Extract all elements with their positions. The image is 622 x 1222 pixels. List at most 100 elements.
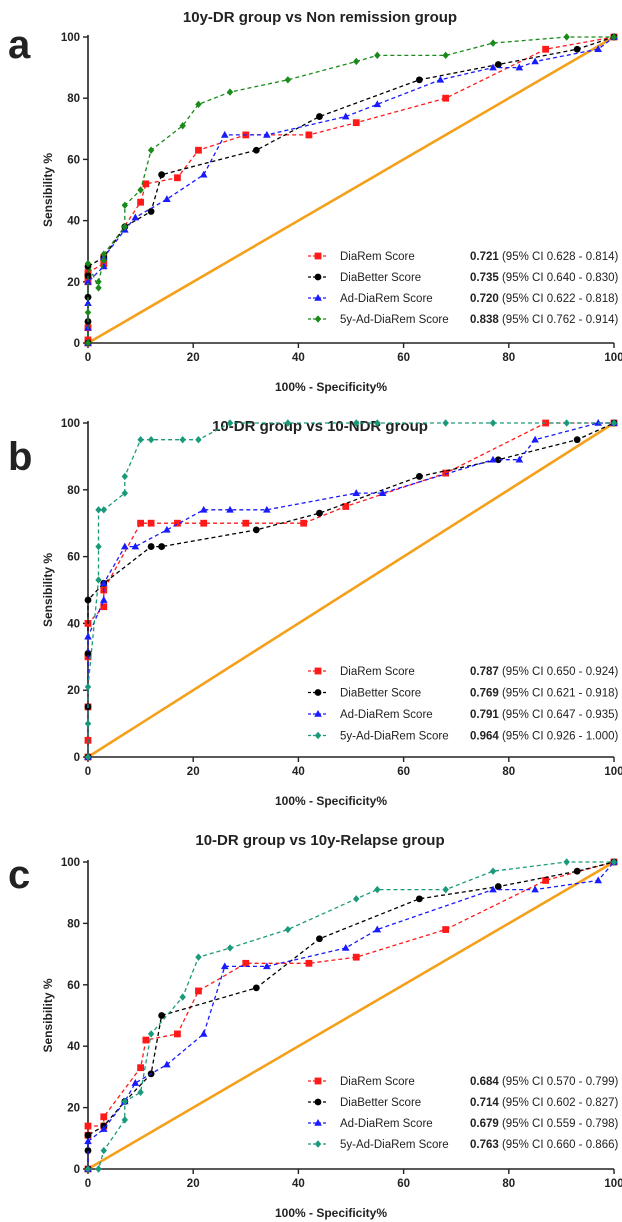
legend-series-name: DiaRem Score [340, 251, 415, 263]
chart-title: 10-DR group vs 10-NDR group [212, 418, 428, 435]
x-tick-label: 100 [604, 352, 622, 364]
data-point [84, 272, 92, 280]
data-point [573, 436, 581, 444]
data-point [100, 506, 107, 514]
y-tick-label: 60 [67, 980, 80, 992]
data-point [121, 542, 129, 550]
data-point [195, 953, 202, 961]
x-tick-label: 80 [502, 352, 515, 364]
series-diamond [84, 419, 618, 761]
data-point [494, 883, 502, 890]
legend-entry: DiaBetter Score 0.735 (95% CI 0.640 - 0.8… [308, 272, 618, 284]
data-point [489, 63, 497, 71]
y-tick-label: 100 [61, 418, 80, 430]
data-point [142, 1036, 150, 1044]
x-tick-label: 60 [397, 352, 410, 364]
data-point [542, 45, 550, 53]
data-point [542, 877, 550, 884]
data-point [489, 419, 497, 427]
y-axis-label: Sensibility % [41, 553, 55, 627]
data-point [163, 1060, 171, 1068]
data-point [147, 1030, 155, 1038]
y-tick-label: 0 [74, 752, 80, 764]
y-tick-label: 80 [67, 93, 80, 105]
data-point [179, 436, 186, 444]
data-point [195, 987, 202, 995]
data-point [84, 1122, 92, 1130]
legend-entry: 5y-Ad-DiaRem Score 0.964 (95% CI 0.926 - … [308, 731, 618, 743]
data-point [100, 1113, 108, 1121]
y-axis-label: Sensibility % [41, 978, 55, 1052]
data-point [95, 542, 102, 551]
data-point [137, 186, 144, 194]
y-tick-label: 100 [61, 32, 80, 44]
data-point [163, 195, 171, 202]
data-point [84, 683, 92, 691]
data-point [84, 308, 92, 317]
data-point [147, 543, 155, 550]
x-tick-label: 80 [502, 1178, 515, 1190]
data-point [179, 993, 186, 1001]
series-line [87, 36, 615, 343]
legend-marker [314, 315, 322, 323]
x-tick-label: 0 [85, 1178, 91, 1190]
legend-series-name: 5y-Ad-DiaRem Score [340, 731, 449, 743]
data-point [226, 88, 234, 96]
legend-entry: DiaRem Score 0.721 (95% CI 0.628 - 0.814) [308, 251, 618, 263]
x-tick-label: 80 [502, 766, 515, 778]
data-point [563, 419, 570, 427]
y-tick-label: 0 [74, 1164, 80, 1176]
data-point [242, 519, 250, 527]
data-point [199, 170, 208, 178]
data-point [147, 208, 155, 215]
data-point [163, 525, 171, 533]
data-point [137, 1064, 144, 1072]
data-point [531, 885, 539, 893]
x-tick-label: 60 [397, 766, 410, 778]
data-point [316, 935, 323, 943]
y-tick-label: 60 [67, 154, 80, 166]
data-point [95, 284, 102, 292]
legend-auc-value: 0.721 (95% CI 0.628 - 0.814) [470, 251, 618, 263]
data-point [84, 1137, 92, 1145]
data-point [174, 1030, 181, 1038]
y-tick-label: 80 [67, 918, 80, 930]
roc-panel-c: c 10-DR group vs 10y-Relapse group 0 20 40 60… [8, 832, 622, 1220]
y-tick-label: 60 [67, 552, 80, 564]
legend-series-name: DiaBetter Score [340, 272, 421, 284]
data-point [158, 1012, 166, 1019]
legend-auc-value: 0.787 (95% CI 0.650 - 0.924) [470, 666, 618, 678]
data-point [131, 213, 140, 221]
y-tick-label: 0 [74, 338, 80, 350]
y-tick-label: 40 [67, 216, 80, 228]
series-diamond [84, 33, 618, 347]
data-point [84, 1131, 92, 1139]
legend-marker [314, 1119, 322, 1126]
data-point [515, 455, 524, 463]
data-point [121, 472, 129, 481]
data-point [378, 489, 387, 496]
y-tick-label: 20 [67, 1103, 80, 1115]
data-point [100, 250, 107, 258]
data-point [242, 959, 250, 967]
legend-auc-value: 0.679 (95% CI 0.559 - 0.798) [470, 1118, 618, 1130]
legend-marker [314, 294, 322, 301]
data-point [84, 1147, 92, 1154]
x-tick-label: 40 [292, 352, 305, 364]
data-point [594, 876, 603, 884]
data-point [100, 256, 107, 265]
legend-auc-value: 0.735 (95% CI 0.640 - 0.830) [470, 272, 618, 284]
legend-series-name: DiaBetter Score [340, 1097, 421, 1109]
legend-auc-value: 0.838 (95% CI 0.762 - 0.914) [470, 314, 618, 326]
legend-auc-value: 0.714 (95% CI 0.602 - 0.827) [470, 1097, 618, 1109]
data-point [442, 419, 449, 427]
data-point [284, 76, 292, 84]
data-point [200, 519, 208, 527]
data-point [95, 506, 102, 514]
data-point [284, 925, 292, 934]
chart-title: 10y-DR group vs Non remission group [183, 9, 457, 26]
y-tick-label: 20 [67, 277, 80, 289]
x-tick-label: 100 [604, 766, 622, 778]
series-diamond [84, 858, 618, 1173]
y-tick-label: 100 [61, 857, 80, 869]
